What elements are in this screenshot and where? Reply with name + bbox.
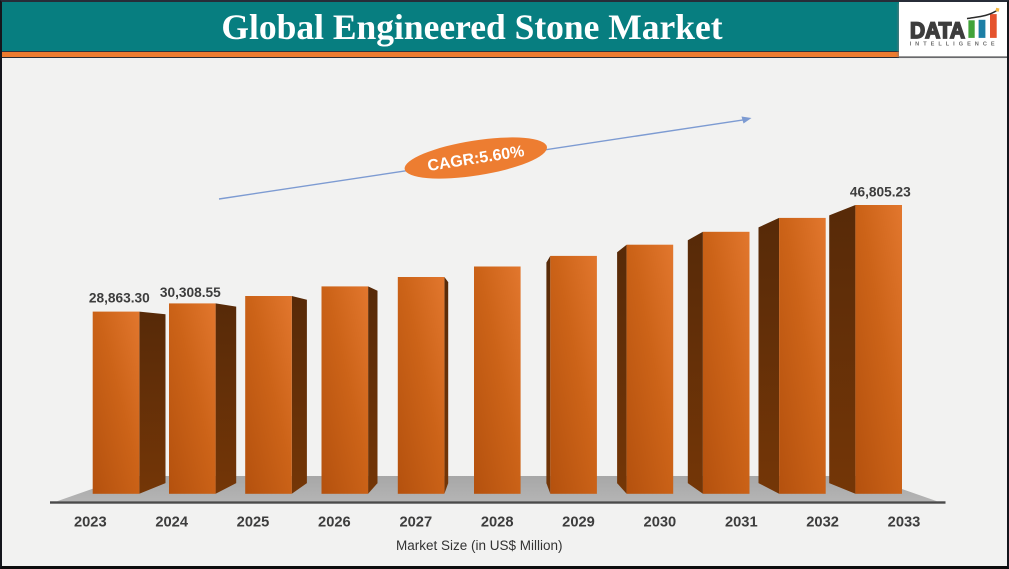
svg-text:2023: 2023 bbox=[74, 515, 107, 531]
svg-text:2027: 2027 bbox=[399, 515, 432, 531]
svg-text:2029: 2029 bbox=[562, 515, 595, 531]
svg-text:2032: 2032 bbox=[806, 515, 839, 531]
svg-text:30,308.55: 30,308.55 bbox=[160, 285, 221, 300]
svg-text:Market Size (in US$ Million): Market Size (in US$ Million) bbox=[396, 538, 563, 553]
svg-text:2028: 2028 bbox=[481, 515, 514, 531]
svg-text:28,863.30: 28,863.30 bbox=[89, 291, 150, 306]
svg-text:2025: 2025 bbox=[237, 515, 270, 531]
svg-text:DATA: DATA bbox=[910, 18, 965, 43]
svg-text:2026: 2026 bbox=[318, 515, 351, 531]
svg-text:2030: 2030 bbox=[644, 515, 677, 531]
svg-text:2033: 2033 bbox=[888, 515, 921, 531]
svg-text:2024: 2024 bbox=[155, 515, 189, 531]
svg-text:46,805.23: 46,805.23 bbox=[850, 185, 911, 200]
svg-text:2031: 2031 bbox=[725, 515, 758, 531]
svg-text:INTELLIGENCE: INTELLIGENCE bbox=[910, 42, 997, 48]
